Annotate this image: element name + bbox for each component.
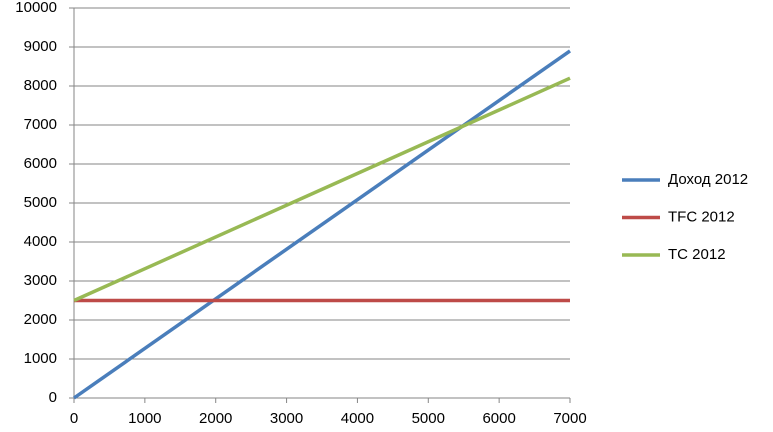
x-tick-label: 4000 (341, 410, 374, 427)
y-tick-label: 5000 (24, 194, 57, 211)
data-line (72, 49, 572, 400)
y-tick-label: 9000 (24, 38, 57, 55)
y-tick-label: 1000 (24, 350, 57, 367)
y-tick-label: 0 (49, 389, 57, 406)
y-tick-label: 2000 (24, 311, 57, 328)
legend-label: Доход 2012 (668, 171, 748, 188)
y-tick-label: 4000 (24, 233, 57, 250)
y-tick-label: 10000 (15, 0, 57, 16)
x-tick-label: 0 (70, 410, 78, 427)
data-line (73, 76, 571, 303)
y-tick-label: 3000 (24, 272, 57, 289)
y-tick-label: 6000 (24, 155, 57, 172)
x-tick-label: 1000 (128, 410, 161, 427)
y-tick-label: 8000 (24, 77, 57, 94)
x-tick-label: 7000 (553, 410, 586, 427)
legend-label: TC 2012 (668, 246, 726, 263)
x-tick-label: 6000 (482, 410, 515, 427)
legend-label: TFC 2012 (668, 208, 735, 225)
x-tick-label: 2000 (199, 410, 232, 427)
y-tick-label: 7000 (24, 116, 57, 133)
x-tick-label: 5000 (412, 410, 445, 427)
x-tick-label: 3000 (270, 410, 303, 427)
